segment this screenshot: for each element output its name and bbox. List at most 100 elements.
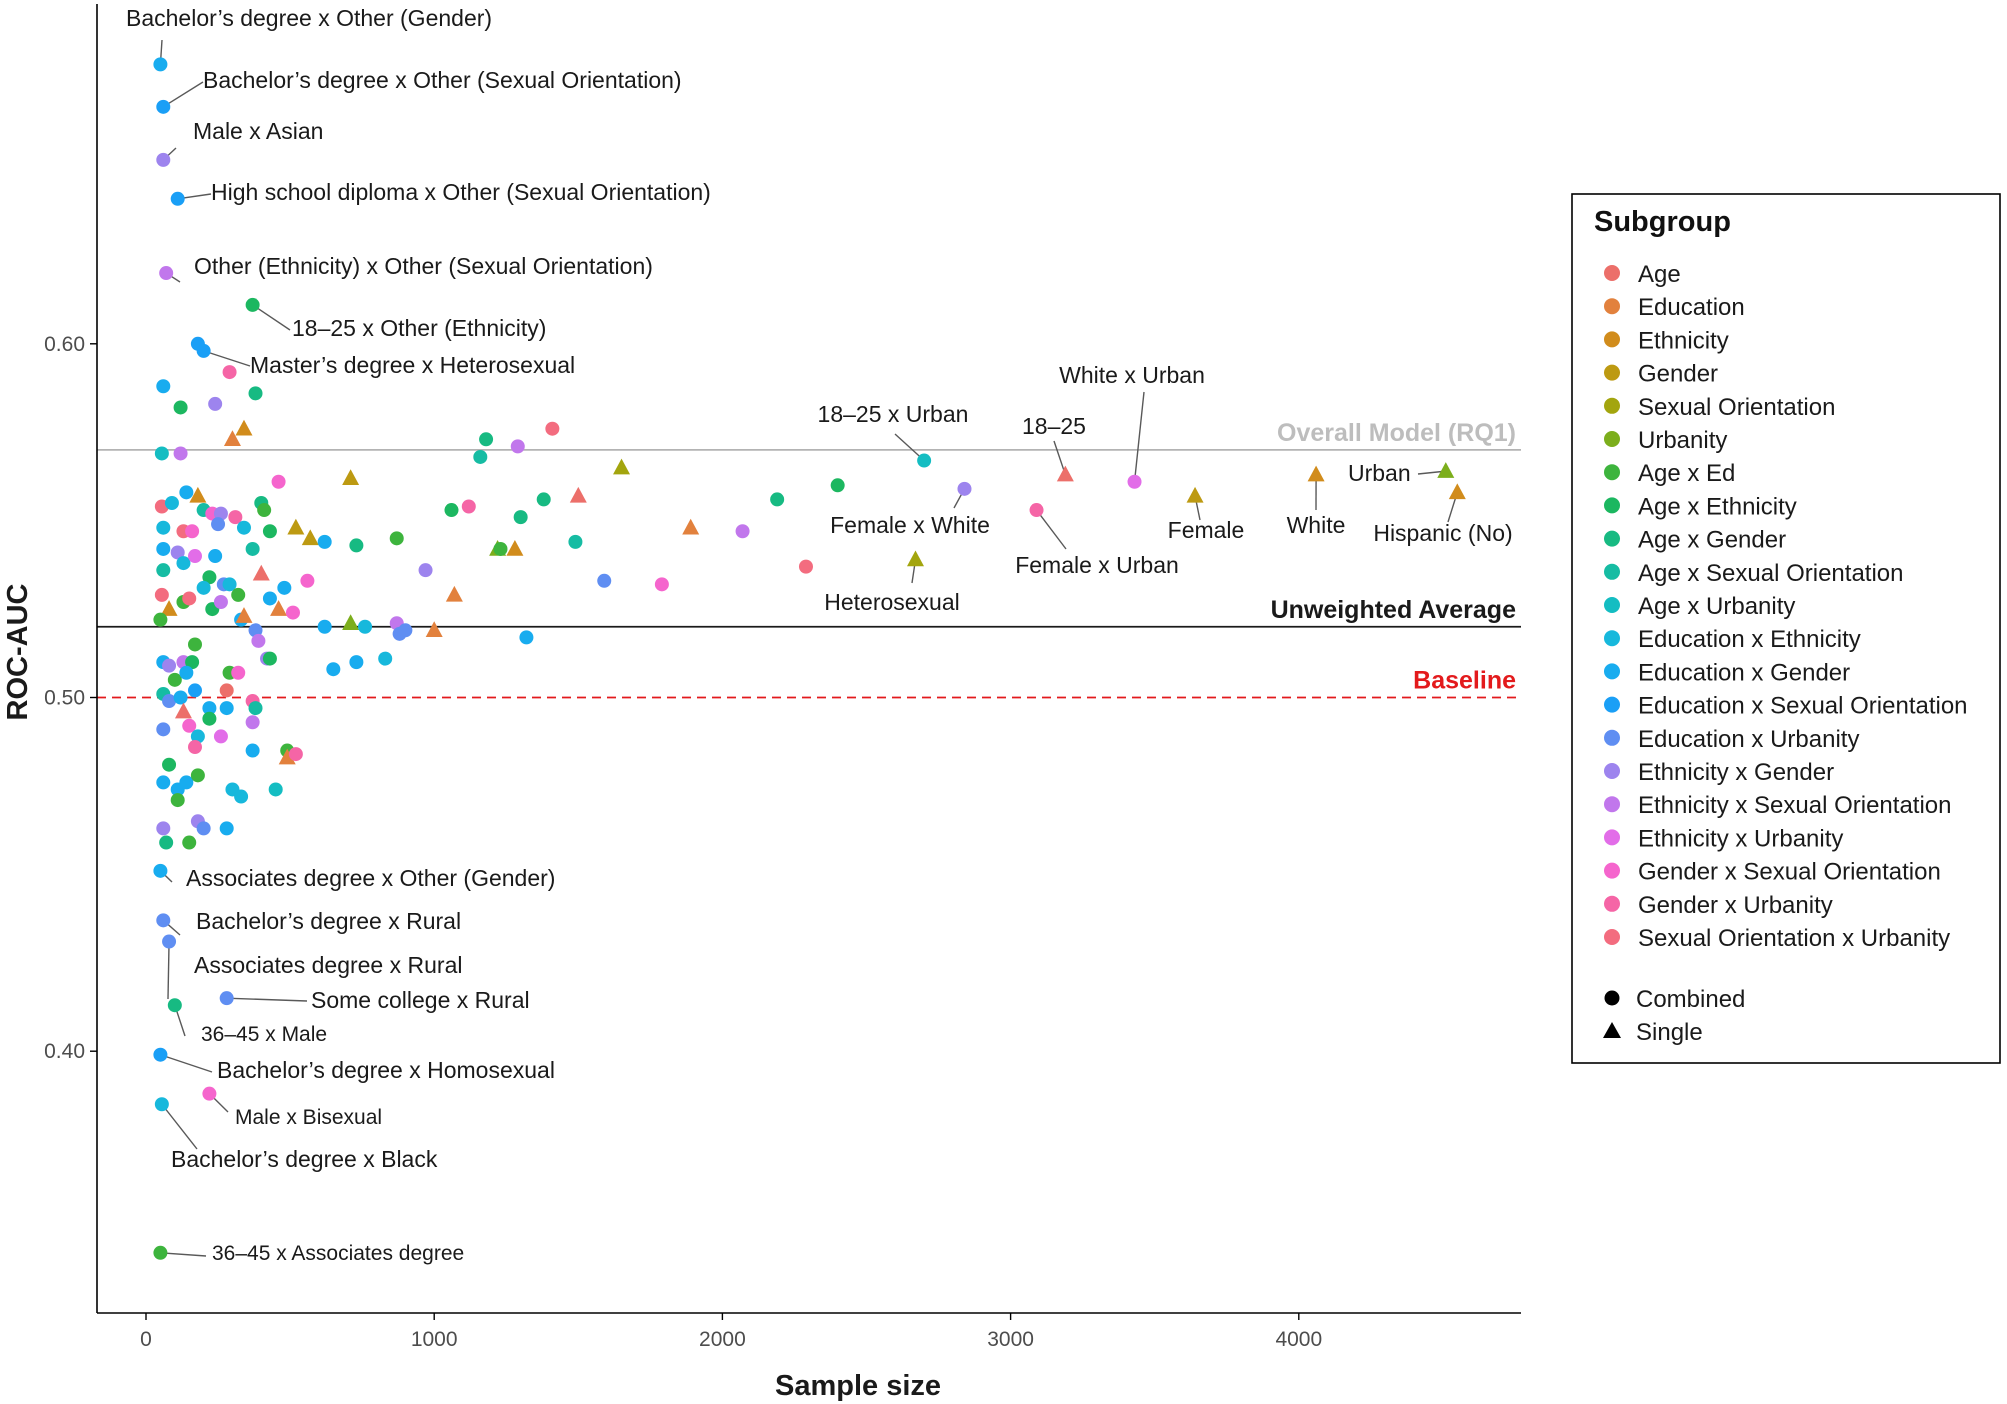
data-point [211, 517, 226, 532]
data-point [222, 365, 237, 380]
reference-lines: Overall Model (RQ1) Unweighted Average Bas… [97, 419, 1521, 699]
legend-swatch [1604, 563, 1620, 580]
data-point [358, 619, 373, 634]
data-point [245, 541, 260, 556]
legend-swatch [1604, 597, 1620, 613]
data-point [597, 573, 612, 588]
callout-line [1035, 509, 1067, 550]
labeled-point [153, 57, 168, 72]
x-tick-label: 1000 [411, 1328, 458, 1351]
data-point [268, 782, 283, 797]
data-point [536, 492, 551, 507]
labeled-point [154, 1097, 169, 1112]
labeled-point [162, 934, 177, 949]
point-label: Urban [1348, 460, 1411, 486]
legend-swatch [1604, 530, 1620, 547]
data-point [231, 665, 246, 680]
x-axis-title: Sample size [775, 1370, 941, 1402]
data-point [770, 492, 785, 507]
legend-title: Subgroup [1594, 206, 1731, 238]
data-point [378, 651, 393, 666]
data-point [473, 449, 488, 464]
data-point [231, 587, 246, 602]
data-point-triangle [174, 702, 192, 719]
data-point [349, 538, 364, 553]
point-label: Other (Ethnicity) x Other (Sexual Orient… [194, 253, 653, 279]
data-point [170, 793, 185, 808]
data-point-triangle [342, 614, 360, 630]
callout-line [167, 941, 170, 1000]
data-point [173, 446, 188, 461]
legend-swatch [1604, 630, 1620, 647]
data-point [248, 701, 263, 716]
data-point [493, 541, 508, 556]
legend-swatch [1604, 497, 1620, 514]
legend-swatch [1604, 895, 1620, 912]
data-point-triangle [189, 486, 207, 503]
data-point [196, 821, 211, 836]
labeled-point-triangle [906, 550, 924, 567]
data-point [219, 821, 234, 836]
data-point [257, 503, 272, 518]
data-point [317, 534, 332, 549]
data-point [479, 432, 494, 447]
unweighted-average-line-label: Unweighted Average [1271, 596, 1517, 624]
callout-line [1133, 391, 1145, 482]
legend-swatch [1604, 331, 1620, 348]
labeled-point [1029, 503, 1044, 518]
data-point-triangle [278, 748, 296, 765]
data-point [179, 665, 194, 680]
data-point [251, 633, 266, 648]
data-point [179, 485, 194, 500]
point-label: 18–25 x Other (Ethnicity) [292, 315, 546, 341]
data-point [245, 715, 260, 730]
point-label: Bachelor’s degree x Other (Gender) [126, 5, 492, 31]
labeled-point [159, 266, 174, 281]
data-point [461, 499, 476, 514]
legend-label: Ethnicity [1638, 327, 1729, 354]
legend-shape-triangle [1603, 1022, 1621, 1038]
data-point [277, 580, 292, 595]
data-point [154, 446, 169, 461]
data-point [167, 672, 182, 687]
data-point-triangle [301, 529, 319, 546]
data-point [208, 396, 223, 411]
callout-line [1053, 440, 1067, 475]
legend-label: Age x Ed [1638, 460, 1735, 487]
labeled-point [156, 152, 171, 167]
data-point-triangle [342, 469, 360, 485]
data-point [196, 580, 211, 595]
labeled-point [153, 1047, 168, 1062]
data-point [170, 545, 185, 560]
legend-label: Sexual Orientation x Urbanity [1638, 925, 1950, 952]
data-point [153, 612, 168, 627]
data-point [208, 549, 223, 564]
labeled-point [167, 998, 182, 1013]
data-point-triangle [223, 430, 241, 447]
data-point [349, 655, 364, 670]
data-point [156, 821, 171, 836]
data-point [187, 549, 202, 564]
data-point [156, 379, 171, 394]
data-point [162, 658, 177, 673]
legend-label: Ethnicity x Urbanity [1638, 825, 1843, 852]
y-tick-label: 0.60 [44, 333, 85, 356]
data-point [545, 421, 560, 436]
labeled-point-triangle [1186, 486, 1204, 503]
data-point-triangle [682, 518, 700, 535]
data-point [219, 683, 234, 698]
data-point-triangle [287, 518, 305, 535]
point-label: Master’s degree x Heterosexual [250, 352, 575, 378]
data-point [182, 835, 197, 850]
data-point-triangle [425, 621, 443, 638]
labeled-point [170, 191, 185, 206]
data-point [510, 439, 525, 454]
data-point [519, 630, 534, 645]
point-label: Bachelor’s degree x Other (Sexual Orient… [203, 67, 682, 93]
callout-line [252, 304, 291, 331]
legend-label: Age x Sexual Orientation [1638, 560, 1904, 587]
legend-swatch [1604, 829, 1620, 846]
data-point-triangle [270, 600, 288, 616]
overall-model-line-label: Overall Model (RQ1) [1277, 419, 1516, 447]
data-point [156, 520, 171, 535]
